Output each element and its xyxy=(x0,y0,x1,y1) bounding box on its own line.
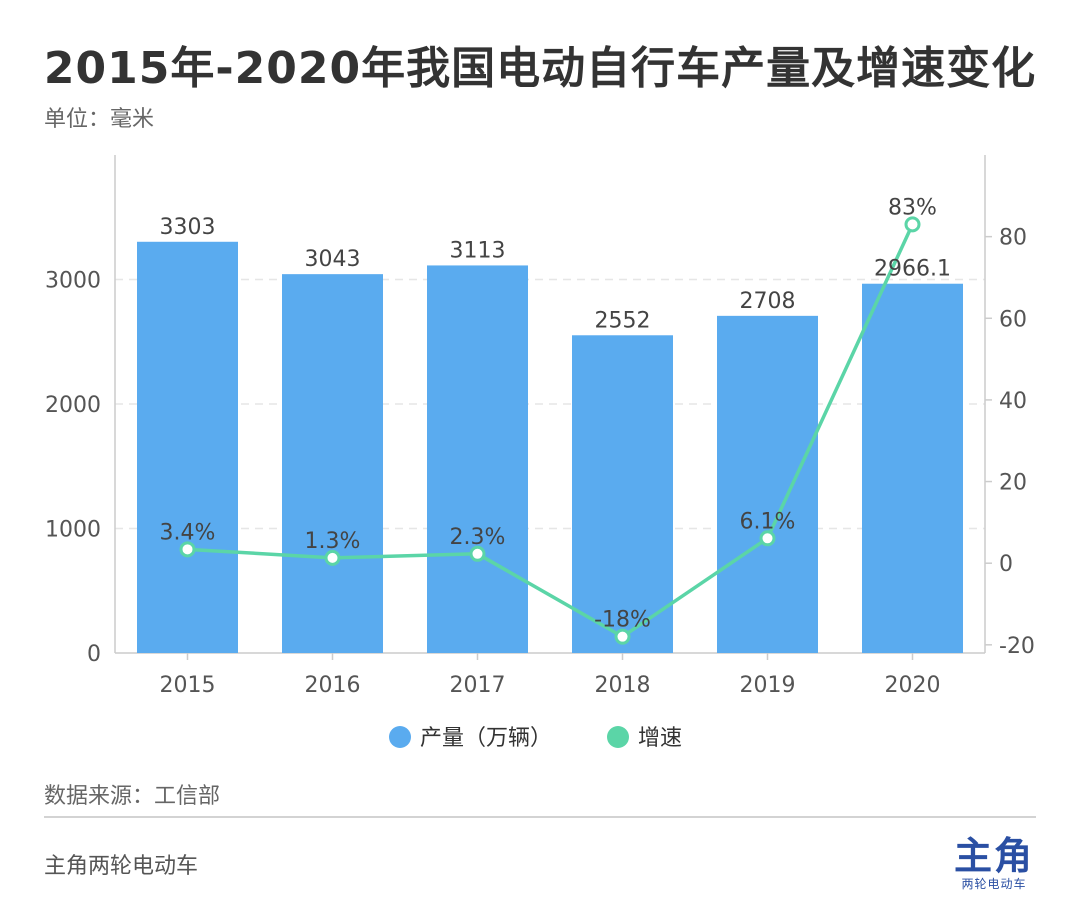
growth-value-label: 6.1% xyxy=(740,509,796,534)
growth-value-label: 1.3% xyxy=(305,529,361,554)
y-right-tick-label: 60 xyxy=(999,307,1027,332)
growth-point xyxy=(759,530,776,547)
legend-marker-growth xyxy=(607,726,629,748)
bar xyxy=(717,315,818,653)
bar-value-label: 3043 xyxy=(305,247,361,272)
y-right-tick-label: 20 xyxy=(999,471,1027,496)
brand-logo: 主角 两轮电动车 xyxy=(950,836,1038,892)
legend: 产量（万辆） 增速 xyxy=(389,726,682,751)
y-right-tick-label: 0 xyxy=(999,552,1013,577)
data-labels: 3303 3043 3113 2552 2708 2966.1 3.4% 1.3% 2.3% -1… xyxy=(160,195,951,632)
bar-value-label: 2966.1 xyxy=(874,257,951,282)
y-right-tick-label: -20 xyxy=(999,634,1035,659)
bar-series xyxy=(137,241,963,654)
bar xyxy=(427,265,528,653)
y-right-tick-label: 40 xyxy=(999,389,1027,414)
bar-value-label: 3113 xyxy=(450,238,506,263)
divider xyxy=(44,816,1036,818)
bar xyxy=(137,241,238,654)
chart-title: 2015年-2020年我国电动自行车产量及增速变化 xyxy=(43,43,1037,94)
growth-point xyxy=(324,549,341,566)
legend-label-growth: 增速 xyxy=(638,726,682,751)
bar xyxy=(282,274,383,653)
bar-value-label: 2552 xyxy=(595,308,651,333)
growth-point xyxy=(614,628,631,645)
y-left-tick-label: 0 xyxy=(87,642,101,667)
growth-point xyxy=(179,541,196,558)
growth-value-label: 2.3% xyxy=(450,525,506,550)
x-tick-label: 2018 xyxy=(595,673,651,698)
bar xyxy=(572,335,673,653)
x-tick-label: 2015 xyxy=(160,673,216,698)
growth-value-label: -18% xyxy=(594,608,651,633)
y-right-tick-label: 80 xyxy=(999,226,1027,251)
growth-value-label: 3.4% xyxy=(160,520,216,545)
source-note: 数据来源：工信部 xyxy=(44,784,221,809)
bar xyxy=(862,283,963,653)
x-tick-label: 2017 xyxy=(450,673,506,698)
y-left-tick-label: 1000 xyxy=(45,518,101,543)
growth-line xyxy=(187,223,915,639)
y-left-tick-label: 3000 xyxy=(45,269,101,294)
grid-lines xyxy=(115,278,985,530)
x-tick-label: 2019 xyxy=(740,673,796,698)
growth-point xyxy=(904,216,921,233)
legend-label-production: 产量（万辆） xyxy=(420,726,552,751)
brand-name: 主角两轮电动车 xyxy=(44,854,199,879)
bar-value-label: 3303 xyxy=(160,215,216,240)
logo-sub-text: 两轮电动车 xyxy=(961,877,1027,891)
combo-chart: 0 1000 2000 3000 -20 0 20 40 60 80 2015 2016 2017 201… xyxy=(45,155,1035,751)
x-tick-label: 2016 xyxy=(305,673,361,698)
legend-marker-production xyxy=(389,726,411,748)
unit-label: 单位：毫米 xyxy=(44,107,155,132)
growth-point xyxy=(469,545,486,562)
bar-value-label: 2708 xyxy=(740,289,796,314)
line-series xyxy=(179,216,921,645)
growth-value-label: 83% xyxy=(888,195,937,220)
axes: 0 1000 2000 3000 -20 0 20 40 60 80 2015 2016 2017 201… xyxy=(45,155,1035,698)
y-left-tick-label: 2000 xyxy=(45,393,101,418)
x-tick-label: 2020 xyxy=(885,673,941,698)
logo-main-text: 主角 xyxy=(953,834,1034,878)
